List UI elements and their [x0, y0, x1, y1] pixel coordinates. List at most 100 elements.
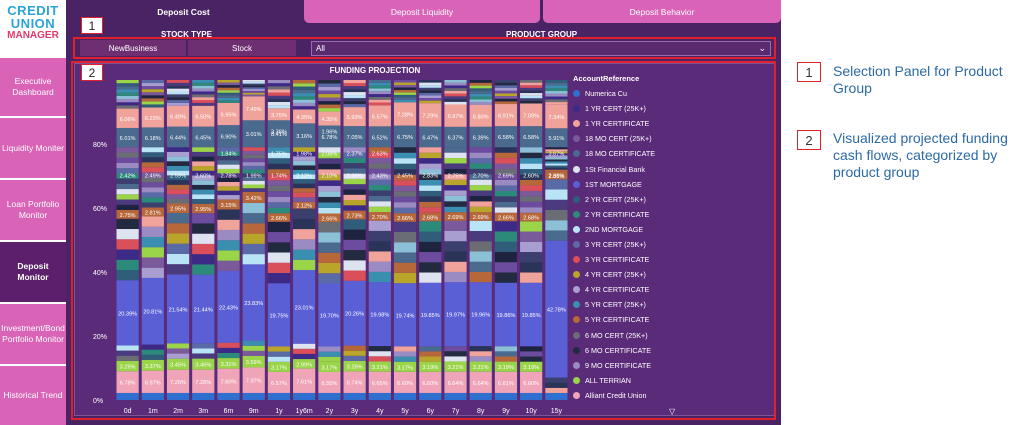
legend-item[interactable]: ALL TERRIAN	[573, 373, 773, 388]
data-label: 19.85%	[522, 313, 541, 319]
bar-segment	[267, 356, 291, 362]
legend-label: 4 YR CERTIFICATE	[585, 285, 650, 295]
legend-item[interactable]: 2ND MORTGAGE	[573, 222, 773, 237]
sidebar-item-historical-trend[interactable]: Historical Trend	[0, 366, 66, 425]
legend-item[interactable]: 2 YR CERTIFICATE	[573, 207, 773, 222]
bar-segment	[494, 392, 518, 400]
legend-item[interactable]: 1 YR CERT (25K+)	[573, 101, 773, 116]
data-label: 19.75%	[269, 313, 288, 319]
bar-segment	[343, 260, 366, 271]
bar-segment	[494, 185, 518, 191]
data-label: 3.42%	[246, 196, 262, 202]
sidebar-item-liquidity-moniter[interactable]: Liquidity Moniter	[0, 118, 66, 180]
bar-segment	[343, 371, 366, 393]
bar-segment	[267, 169, 291, 175]
legend-item[interactable]: 1 YR CERTIFICATE	[573, 116, 773, 131]
bar-segment	[141, 101, 164, 105]
legend-swatch	[573, 240, 580, 248]
legend-item[interactable]: 4 YR CERT (25K+)	[573, 267, 773, 282]
legend-item[interactable]: 6 MO CERTIFICATE	[573, 343, 773, 358]
legend-item[interactable]: 9 MO CERTIFICATE	[573, 358, 773, 373]
data-label: 2.75%	[120, 213, 136, 219]
bar-segment	[520, 98, 543, 101]
bar-segment	[520, 147, 543, 153]
bar-segment	[116, 194, 139, 200]
legend-item[interactable]: 1St Financial Bank	[573, 161, 773, 176]
legend-item[interactable]: 18 MO CERTIFICATE	[573, 146, 773, 161]
legend-item[interactable]: 3 YR CERTIFICATE	[573, 252, 773, 267]
bar-segment	[116, 269, 139, 281]
data-label: 6.61%	[498, 381, 514, 387]
bar-segment	[444, 206, 467, 213]
bar-segment	[368, 168, 391, 175]
stock-option-stock[interactable]: Stock	[188, 40, 296, 56]
product-group-select[interactable]: All ⌄	[311, 41, 771, 56]
legend-item[interactable]: 6 MO CERT (25K+)	[573, 328, 773, 343]
bar-segment	[293, 197, 316, 202]
bar-segment	[469, 174, 492, 180]
data-label: 6.58%	[523, 135, 539, 141]
sidebar-item-deposit-monitor[interactable]: Deposit Monitor	[0, 242, 66, 304]
data-label: 2.12%	[296, 204, 312, 210]
legend-item[interactable]: Numerica Cu	[573, 86, 773, 101]
bar-segment	[494, 251, 518, 263]
data-label: 3.19%	[523, 365, 539, 371]
sidebar-item-investment-bond-portfolio-monitor[interactable]: Investment/Bond Portfolio Monitor	[0, 304, 66, 366]
bar-segment	[166, 175, 190, 181]
bar-segment	[318, 108, 341, 112]
data-label: 7.05%	[347, 135, 363, 141]
tab-deposit-liquidity[interactable]: Deposit Liquidity	[304, 0, 540, 23]
tab-label: Deposit Liquidity	[390, 6, 454, 17]
bar-segment	[393, 221, 417, 232]
bar-segment	[444, 346, 467, 352]
data-label: 3.17%	[397, 365, 413, 371]
bar-segment	[116, 80, 139, 84]
bar-segment	[520, 241, 543, 253]
data-label: 2.95%	[170, 207, 186, 213]
tab-deposit-behavior[interactable]: Deposit Behavior	[543, 0, 781, 23]
data-label: 3.16%	[296, 134, 312, 140]
x-tick-label: 7y	[452, 408, 460, 415]
bar-segment	[393, 94, 417, 98]
bar-segment	[419, 252, 442, 263]
legend-item[interactable]: 4 YR CERTIFICATE	[573, 282, 773, 297]
bar-segment	[217, 160, 240, 165]
bar-segment	[444, 101, 467, 105]
legend-item[interactable]: 3 YR CERT (25K+)	[573, 237, 773, 252]
bar-segment	[217, 219, 240, 230]
bar-segment	[242, 254, 265, 265]
legend-item[interactable]: 18 MO CERT (25K+)	[573, 131, 773, 146]
data-label: 3.75%	[271, 113, 287, 119]
bar-segment	[520, 361, 543, 372]
legend-item[interactable]: 5 YR CERT (25K+)	[573, 297, 773, 312]
bar-segment	[343, 178, 366, 185]
funding-projection-chart: FUNDING PROJECTION 0% 20% 40% 60% 80% 6.78% 3.…	[74, 63, 775, 416]
legend-item[interactable]: Alliant Credit Union	[573, 388, 773, 403]
sidebar-item-loan-portfolio-monitor[interactable]: Loan Portfolio Monitor	[0, 180, 66, 242]
scroll-down-icon[interactable]: ▽	[669, 407, 676, 416]
bar-segment	[217, 368, 240, 393]
sidebar-item-executive-dashboard[interactable]: Executive Dashboard	[0, 58, 66, 118]
bar-segment	[494, 96, 518, 99]
bar-segment	[545, 88, 568, 92]
bar-segment	[393, 158, 417, 164]
bar-segment	[419, 196, 442, 202]
data-label: 3.21%	[473, 365, 489, 371]
legend-item[interactable]: 2 YR CERT (25K+)	[573, 192, 773, 207]
bar-segment	[343, 126, 366, 148]
legend-item[interactable]: 5 YR CERTIFICATE	[573, 312, 773, 327]
x-tick-label: 0d	[124, 408, 132, 415]
data-label: 6.64%	[448, 381, 464, 387]
sidebar-item-label: Loan Portfolio Monitor	[6, 199, 60, 220]
data-label: 22.43%	[219, 305, 238, 311]
stock-option-newbusiness[interactable]: NewBusiness	[80, 40, 186, 56]
bar-segment	[267, 89, 291, 93]
bar-segment	[343, 104, 366, 108]
bar-segment	[343, 184, 366, 190]
legend-item[interactable]: 1ST MORTGAGE	[573, 177, 773, 192]
tab-deposit-cost[interactable]: Deposit Cost	[66, 0, 301, 23]
bar-segment	[368, 282, 391, 347]
bar-segment	[242, 345, 265, 351]
bar-segment	[494, 196, 518, 202]
bar-segment	[217, 358, 240, 369]
